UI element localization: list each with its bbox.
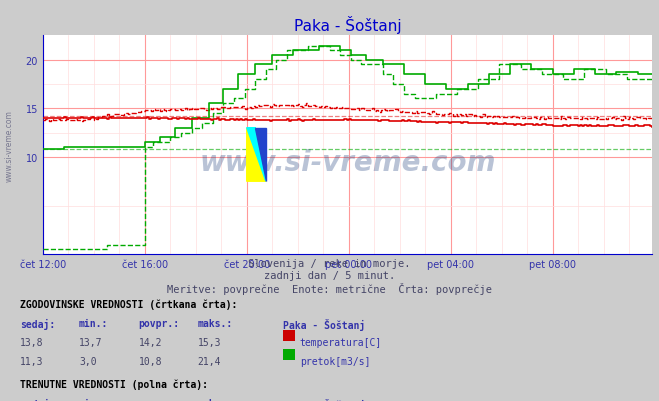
- Polygon shape: [246, 128, 266, 182]
- Text: min.:: min.:: [79, 398, 109, 401]
- Text: 14,2: 14,2: [138, 337, 162, 347]
- Text: www.si-vreme.com: www.si-vreme.com: [200, 149, 496, 177]
- Text: Meritve: povprečne  Enote: metrične  Črta: povprečje: Meritve: povprečne Enote: metrične Črta:…: [167, 283, 492, 295]
- Text: temperatura[C]: temperatura[C]: [300, 337, 382, 347]
- Text: sedaj:: sedaj:: [20, 318, 55, 329]
- Title: Paka - Šoštanj: Paka - Šoštanj: [294, 16, 401, 34]
- Polygon shape: [246, 128, 266, 182]
- Text: www.si-vreme.com: www.si-vreme.com: [5, 109, 14, 181]
- Text: Slovenija / reke in morje.: Slovenija / reke in morje.: [248, 259, 411, 269]
- Text: maks.:: maks.:: [198, 318, 233, 328]
- Text: maks.:: maks.:: [198, 398, 233, 401]
- Text: 13,8: 13,8: [20, 337, 43, 347]
- Text: 3,0: 3,0: [79, 356, 97, 367]
- Text: TRENUTNE VREDNOSTI (polna črta):: TRENUTNE VREDNOSTI (polna črta):: [20, 379, 208, 389]
- Text: zadnji dan / 5 minut.: zadnji dan / 5 minut.: [264, 271, 395, 281]
- Text: ZGODOVINSKE VREDNOSTI (črtkana črta):: ZGODOVINSKE VREDNOSTI (črtkana črta):: [20, 299, 237, 309]
- Text: Paka - Šoštanj: Paka - Šoštanj: [283, 398, 366, 401]
- Text: 10,8: 10,8: [138, 356, 162, 367]
- Text: povpr.:: povpr.:: [138, 318, 179, 328]
- Text: min.:: min.:: [79, 318, 109, 328]
- Polygon shape: [255, 128, 266, 182]
- Text: 11,3: 11,3: [20, 356, 43, 367]
- Text: Paka - Šoštanj: Paka - Šoštanj: [283, 318, 366, 330]
- Text: 15,3: 15,3: [198, 337, 221, 347]
- Text: povpr.:: povpr.:: [138, 398, 179, 401]
- Text: 13,7: 13,7: [79, 337, 103, 347]
- Text: sedaj:: sedaj:: [20, 398, 55, 401]
- Text: pretok[m3/s]: pretok[m3/s]: [300, 356, 370, 367]
- Text: 21,4: 21,4: [198, 356, 221, 367]
